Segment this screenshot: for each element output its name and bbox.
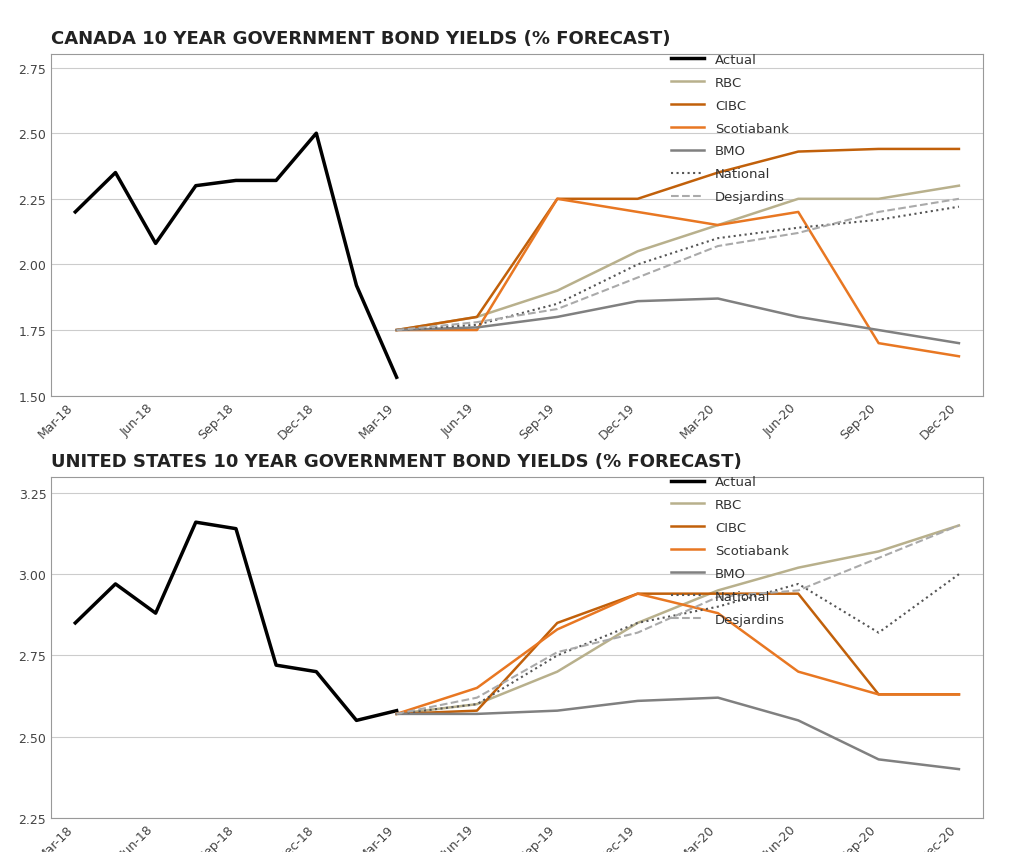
Legend: Actual, RBC, CIBC, Scotiabank, BMO, National, Desjardins: Actual, RBC, CIBC, Scotiabank, BMO, Nati… — [667, 470, 795, 631]
Text: UNITED STATES 10 YEAR GOVERNMENT BOND YIELDS (% FORECAST): UNITED STATES 10 YEAR GOVERNMENT BOND YI… — [51, 452, 742, 470]
Legend: Actual, RBC, CIBC, Scotiabank, BMO, National, Desjardins: Actual, RBC, CIBC, Scotiabank, BMO, Nati… — [667, 49, 795, 210]
Text: CANADA 10 YEAR GOVERNMENT BOND YIELDS (% FORECAST): CANADA 10 YEAR GOVERNMENT BOND YIELDS (%… — [51, 31, 671, 49]
